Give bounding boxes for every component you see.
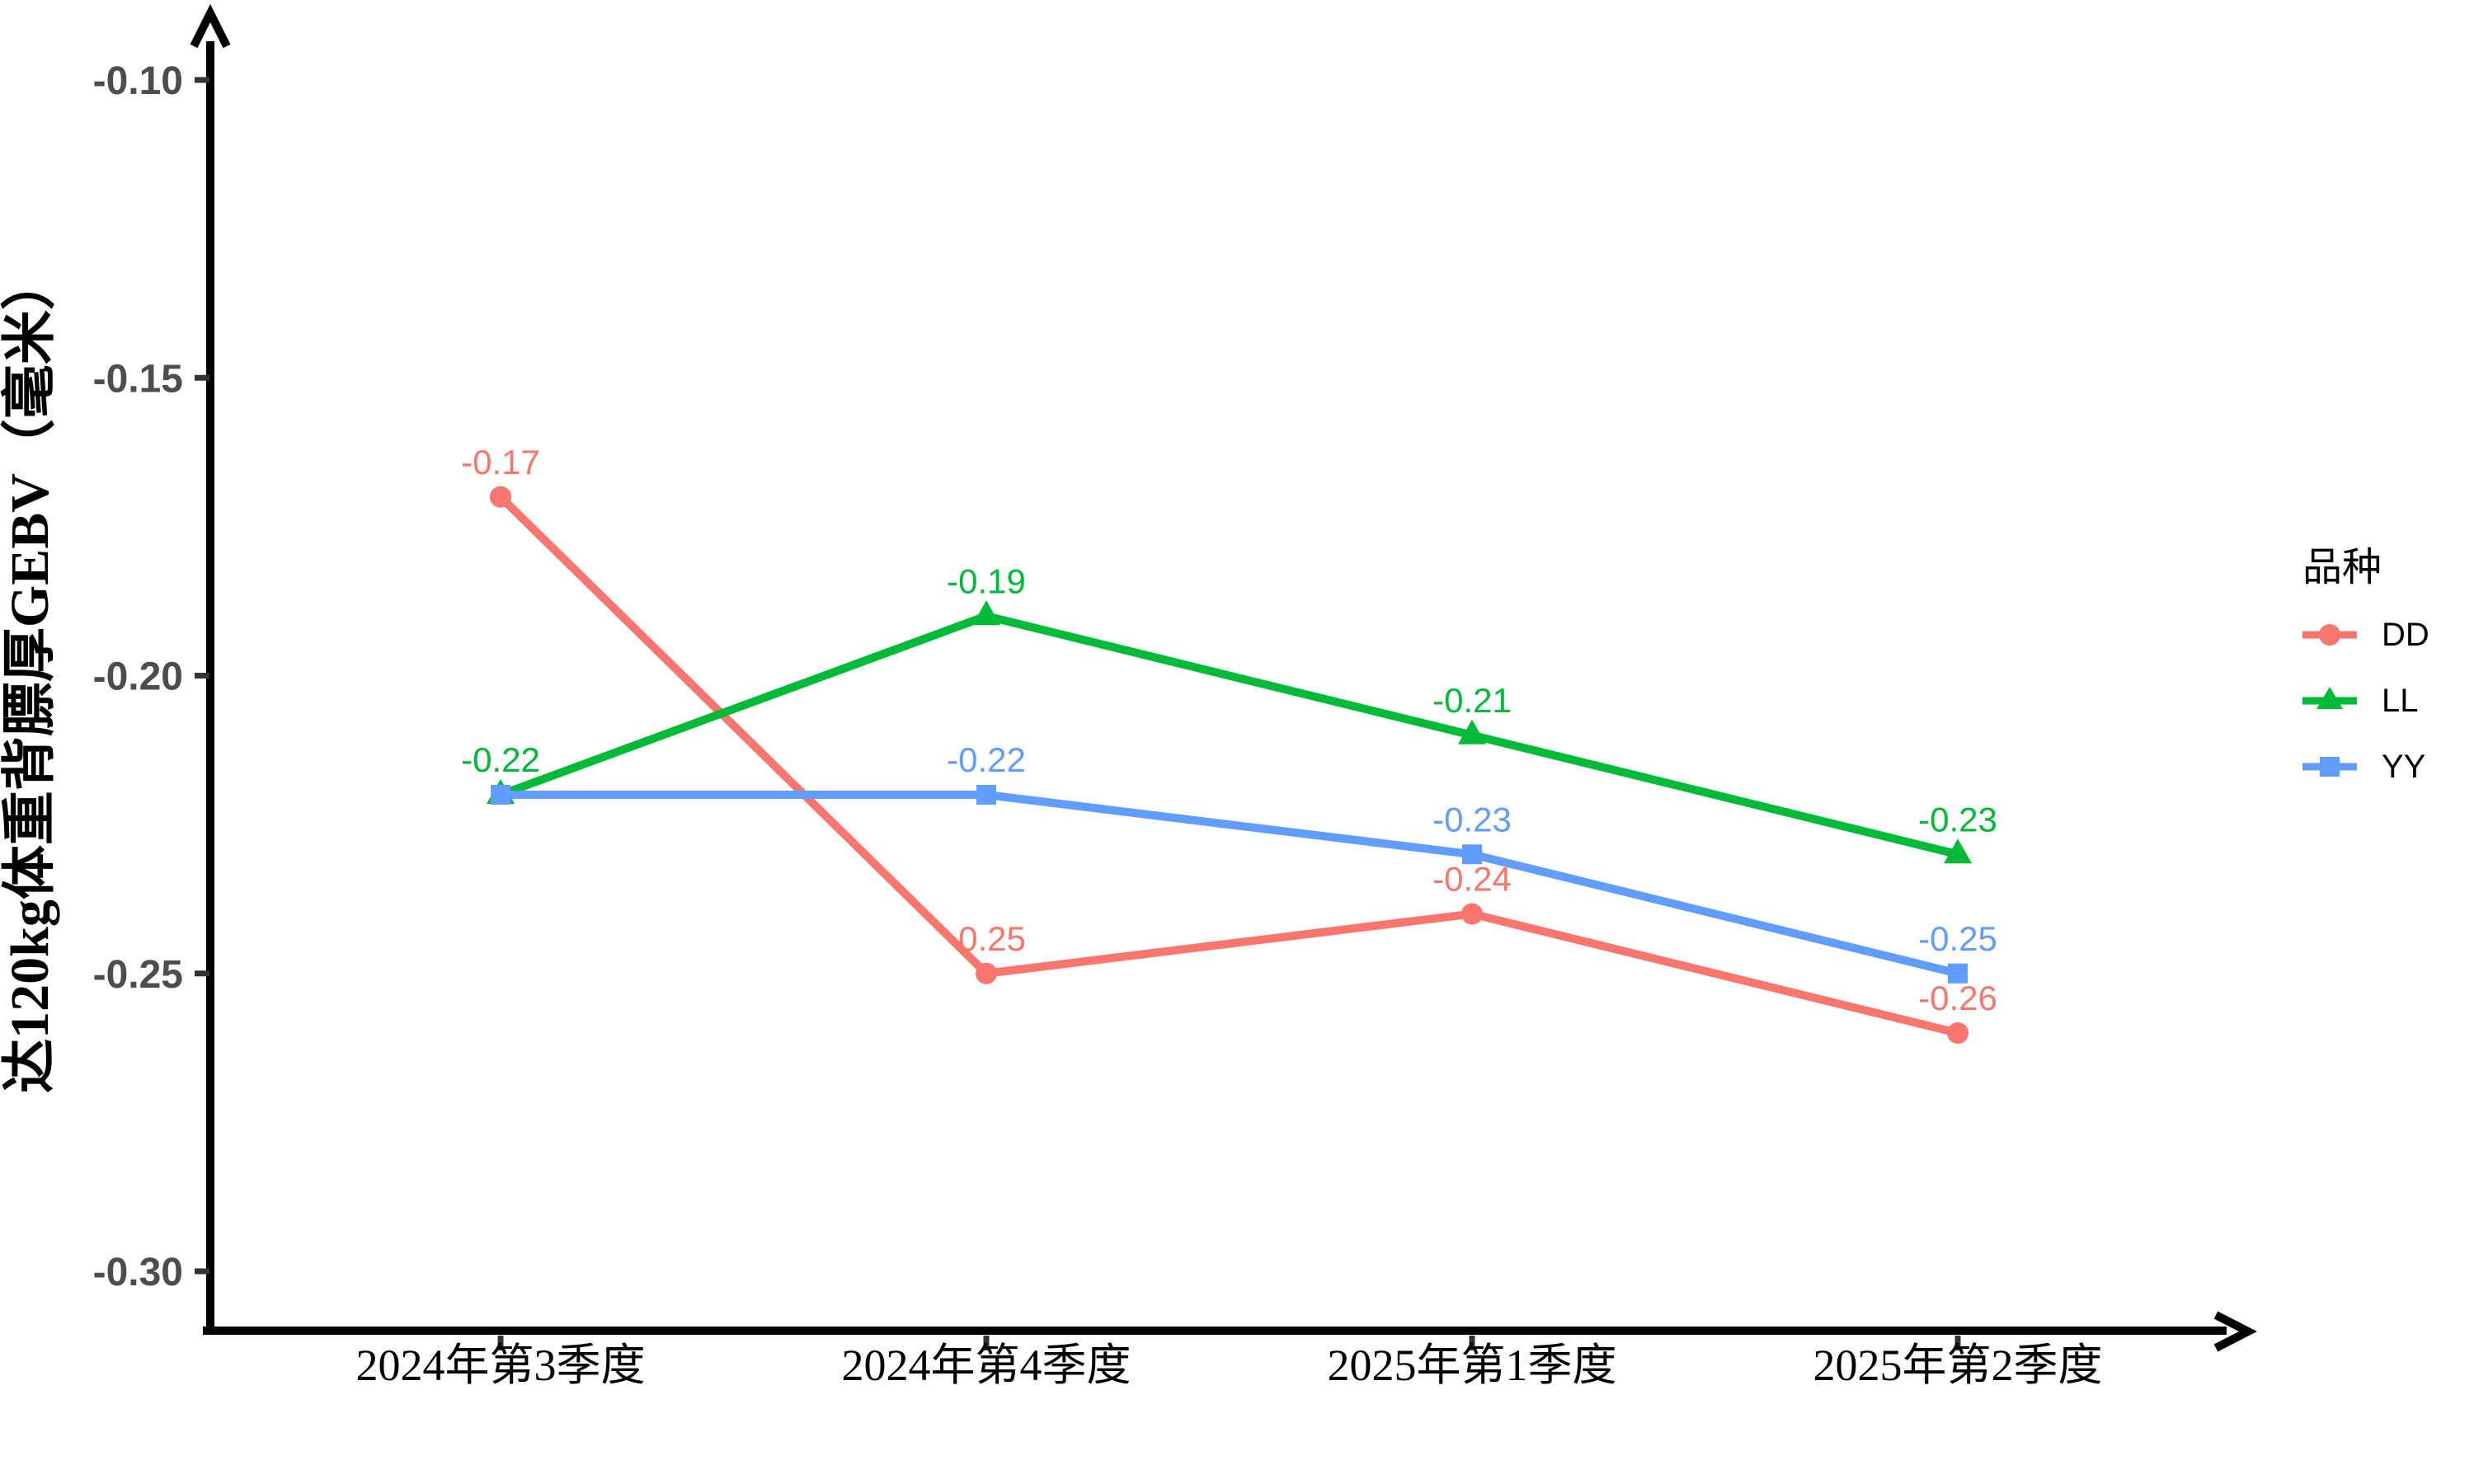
y-tick-label: -0.25	[93, 953, 183, 997]
point-label-ll-2: -0.21	[1432, 681, 1512, 720]
point-label-dd-2: -0.24	[1432, 860, 1512, 899]
series-yy	[491, 785, 1968, 984]
legend: 品种 DD LL YY	[2302, 544, 2429, 790]
y-axis-arrow-icon	[190, 3, 231, 49]
legend-key-yy-square-icon	[2302, 757, 2357, 777]
point-label-dd-3: -0.26	[1918, 979, 1997, 1017]
x-tick-label: 2025年第1季度	[1328, 1341, 1617, 1390]
square-marker-icon	[2320, 757, 2340, 777]
marker-yy-0	[491, 785, 510, 805]
marker-yy-2	[1462, 844, 1482, 865]
y-tick-label: -0.15	[93, 357, 183, 401]
point-label-ll-0: -0.22	[461, 740, 540, 779]
legend-item-ll: LL	[2302, 678, 2429, 724]
marker-dd-3	[1947, 1022, 1968, 1044]
point-label-yy-1: -0.22	[947, 740, 1026, 779]
x-tick-label: 2024年第3季度	[356, 1341, 646, 1390]
point-label-dd-1: -0.25	[947, 919, 1026, 958]
series-line-yy	[496, 791, 1962, 978]
legend-key-ll-triangle-icon	[2302, 687, 2357, 709]
point-label-ll-1: -0.19	[947, 561, 1026, 600]
marker-dd-0	[490, 486, 511, 508]
legend-item-label: DD	[2382, 616, 2429, 653]
marker-dd-2	[1461, 903, 1483, 925]
legend-item-label: LL	[2382, 682, 2419, 719]
legend-title: 品种	[2302, 546, 2382, 589]
legend-item-dd: DD	[2302, 612, 2429, 658]
marker-ll-3	[1944, 838, 1972, 864]
marker-yy-1	[976, 785, 996, 805]
series-dd	[490, 486, 1968, 1044]
legend-item-label: YY	[2382, 748, 2426, 785]
triangle-marker-icon	[2316, 687, 2343, 709]
marker-dd-1	[976, 962, 997, 984]
series-line-ll	[496, 612, 1962, 859]
y-axis-title: 达120kg体重背膘厚GEBV（毫米）	[0, 256, 60, 1093]
y-tick-label: -0.20	[93, 655, 183, 699]
y-tick-label: -0.30	[93, 1251, 183, 1294]
point-label-yy-0: -0.22	[461, 740, 540, 779]
point-label-dd-0: -0.17	[461, 443, 540, 481]
point-label-yy-2: -0.23	[1432, 800, 1512, 838]
point-label-ll-3: -0.23	[1918, 800, 1997, 838]
legend-key-dd-circle-icon	[2302, 624, 2357, 646]
series-line-dd	[496, 492, 1962, 1037]
marker-ll-2	[1458, 719, 1486, 744]
legend-item-yy: YY	[2302, 744, 2429, 790]
y-tick-label: -0.10	[93, 59, 183, 103]
marker-ll-1	[972, 600, 1000, 626]
marker-yy-3	[1948, 963, 1968, 984]
circle-marker-icon	[2319, 624, 2340, 646]
x-tick-label: 2024年第4季度	[842, 1341, 1131, 1390]
point-label-yy-3: -0.25	[1918, 919, 1997, 958]
x-tick-label: 2025年第2季度	[1813, 1341, 2103, 1390]
x-axis-arrow-icon	[2213, 1311, 2257, 1352]
